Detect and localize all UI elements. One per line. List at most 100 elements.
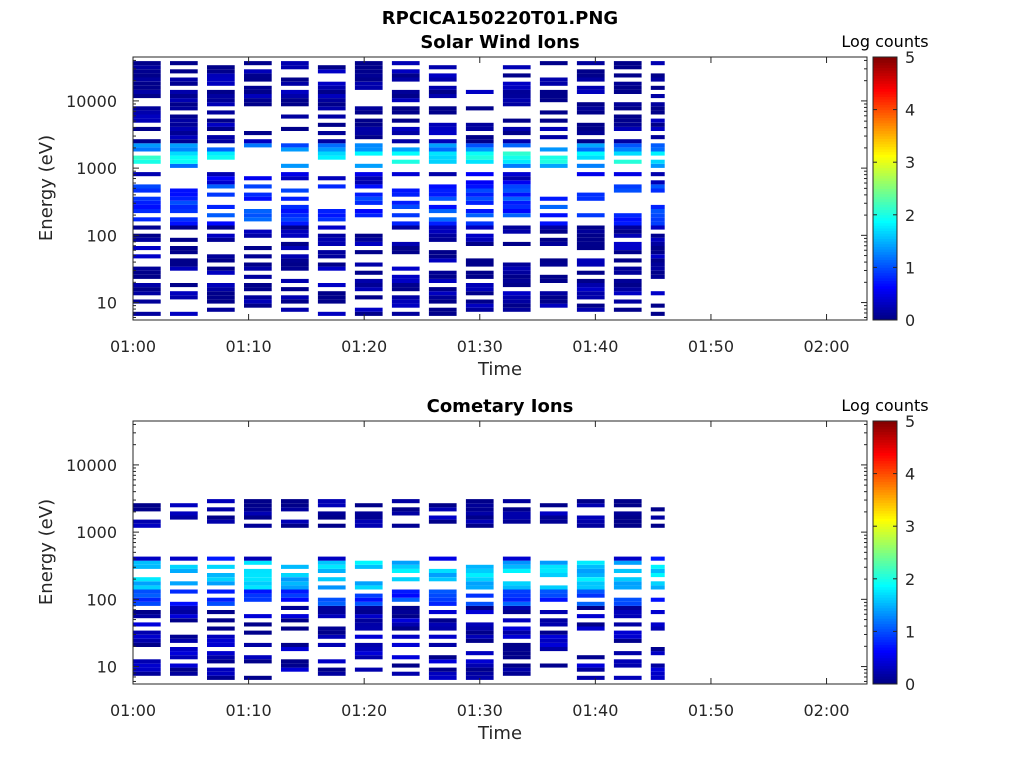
heatmap-cell [502, 291, 531, 296]
heatmap-cell [650, 209, 665, 214]
heatmap-cell [539, 81, 568, 86]
heatmap-cells [133, 61, 665, 316]
heatmap-cell [428, 622, 457, 627]
heatmap-cell [428, 675, 457, 680]
x-tick-label: 01:00 [110, 701, 156, 720]
heatmap-cell [133, 89, 161, 94]
heatmap-cell [391, 188, 420, 193]
heatmap-cell [170, 61, 198, 66]
heatmap-cell [317, 151, 346, 156]
heatmap-cell [207, 204, 235, 209]
heatmap-cell [502, 196, 531, 201]
heatmap-cell [391, 131, 420, 136]
heatmap-cell [539, 229, 568, 234]
heatmap-cell [576, 278, 605, 283]
heatmap-cell [428, 65, 457, 70]
heatmap-cell [613, 630, 642, 635]
heatmap-cell [317, 610, 346, 615]
heatmap-cell [207, 610, 235, 615]
heatmap-cell [502, 634, 531, 639]
heatmap-cell [650, 73, 665, 78]
heatmap-cell [650, 172, 665, 177]
heatmap-cell [281, 262, 309, 267]
heatmap-cell [354, 184, 383, 189]
heatmap-cell [539, 568, 568, 573]
heatmap-cell [354, 163, 383, 168]
heatmap-cell [576, 131, 605, 136]
heatmap-cell [428, 250, 457, 255]
heatmap-cell [391, 597, 420, 602]
heatmap-cell [170, 77, 198, 82]
heatmap-cell [281, 241, 309, 246]
colorbar-tick-label: 1 [905, 622, 915, 641]
heatmap-cell [317, 597, 346, 602]
heatmap-cell [354, 180, 383, 185]
heatmap-cell [613, 229, 642, 234]
heatmap-cell [354, 626, 383, 631]
heatmap-cell [207, 221, 235, 226]
heatmap-cell [170, 200, 198, 205]
heatmap-cell [354, 622, 383, 627]
heatmap-cell [613, 515, 642, 520]
heatmap-cell [613, 299, 642, 304]
heatmap-cell [502, 303, 531, 308]
heatmap-cell [465, 299, 494, 304]
heatmap-cell [613, 519, 642, 524]
heatmap-cell [428, 122, 457, 127]
heatmap-cell [133, 73, 161, 78]
heatmap-cell [576, 515, 605, 520]
heatmap-cell [281, 196, 309, 201]
heatmap-cell [317, 499, 346, 504]
heatmap-cell [391, 192, 420, 197]
heatmap-cell [281, 614, 309, 619]
heatmap-cell [613, 221, 642, 226]
heatmap-cell [613, 577, 642, 582]
heatmap-cell [354, 597, 383, 602]
heatmap-cell [391, 287, 420, 292]
heatmap-cell [391, 311, 420, 316]
heatmap-cell [281, 77, 309, 82]
heatmap-cell [207, 126, 235, 131]
heatmap-cell [502, 515, 531, 520]
heatmap-cell [133, 663, 161, 668]
heatmap-cell [244, 89, 272, 94]
heatmap-cell [170, 102, 198, 107]
heatmap-cell [133, 299, 161, 304]
y-tick-label: 100 [86, 226, 117, 245]
heatmap-cell [207, 266, 235, 271]
heatmap-cell [133, 196, 161, 201]
heatmap-cell [281, 642, 309, 647]
heatmap-cell [244, 581, 272, 586]
heatmap-cell [539, 159, 568, 164]
heatmap-cell [281, 246, 309, 251]
heatmap-cell [613, 246, 642, 251]
heatmap-cell [170, 94, 198, 99]
heatmap-cell [391, 577, 420, 582]
heatmap-cell [244, 585, 272, 590]
axis-ticks: 01:00 01:10 01:20 01:30 01:40 01:50 02:00 10 100… [66, 421, 867, 720]
heatmap-cell [391, 69, 420, 74]
heatmap-cell [502, 560, 531, 565]
heatmap-cell [465, 622, 494, 627]
heatmap-cell [244, 217, 272, 222]
heatmap-cell [391, 560, 420, 565]
heatmap-cell [613, 225, 642, 230]
heatmap-cell [576, 593, 605, 598]
heatmap-cell [391, 626, 420, 631]
heatmap-cell [317, 254, 346, 259]
heatmap-cell [465, 564, 494, 569]
heatmap-cell [391, 568, 420, 573]
heatmap-cell [207, 89, 235, 94]
heatmap-cell [650, 254, 665, 259]
heatmap-cell [244, 233, 272, 238]
heatmap-cell [391, 663, 420, 668]
y-tick-label: 10000 [66, 456, 117, 475]
heatmap-cell [317, 659, 346, 664]
heatmap-cell [539, 237, 568, 242]
heatmap-cell [170, 151, 198, 156]
heatmap-cell [465, 135, 494, 140]
heatmap-cell [428, 225, 457, 230]
heatmap-cell [317, 89, 346, 94]
heatmap-cell [170, 192, 198, 197]
heatmap-cell [539, 135, 568, 140]
